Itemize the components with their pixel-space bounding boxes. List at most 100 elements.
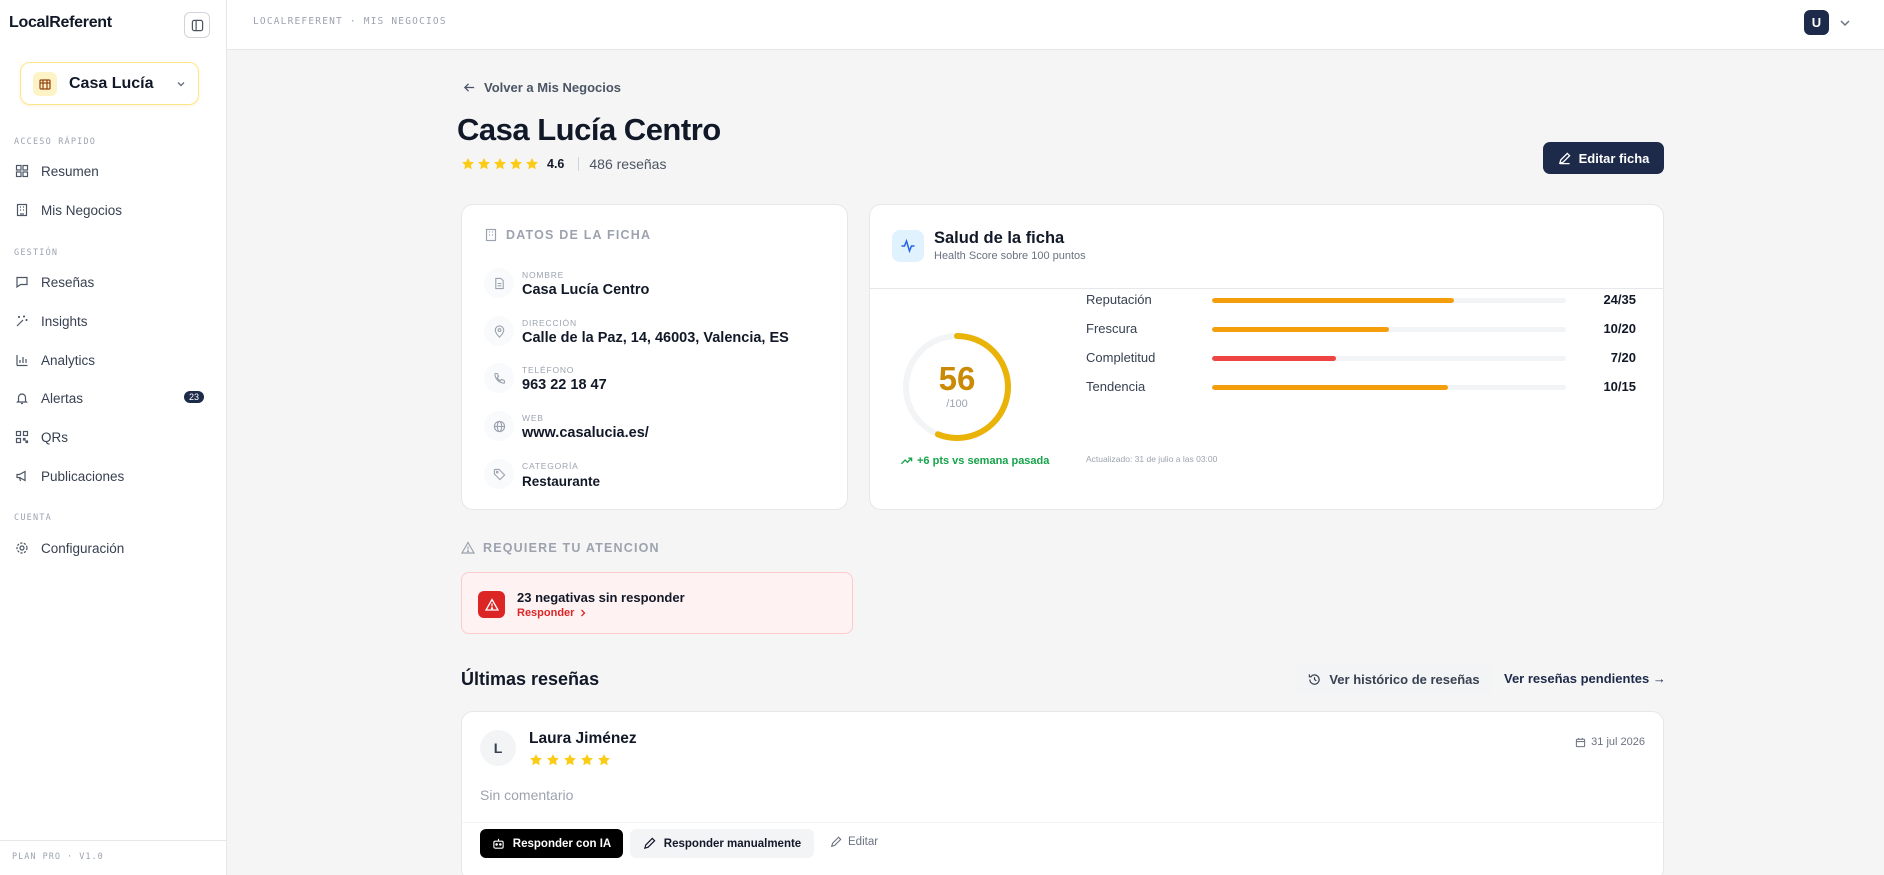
respond-with-ai-label: Responder con IA bbox=[512, 837, 612, 850]
app-logo[interactable]: LocalReferent bbox=[9, 14, 112, 31]
alert-respond-link[interactable]: Responder bbox=[517, 607, 587, 619]
field-value: Restaurante bbox=[522, 474, 601, 489]
section-label-gestion: GESTIÓN bbox=[14, 248, 59, 258]
star-icon bbox=[563, 753, 577, 767]
business-selector[interactable]: Casa Lucía bbox=[20, 62, 199, 105]
chevron-down-icon bbox=[177, 81, 185, 86]
plan-label: PLAN PRO · V1.0 bbox=[12, 852, 104, 862]
gauge-arc bbox=[903, 333, 1011, 441]
review-comment: Sin comentario bbox=[480, 787, 574, 803]
globe-icon bbox=[484, 411, 514, 441]
metric-bar-fill bbox=[1212, 327, 1389, 332]
back-link[interactable]: Volver a Mis Negocios bbox=[463, 80, 621, 95]
calendar-icon bbox=[1576, 737, 1586, 747]
metric-reputacion: Reputación 24/35 bbox=[1086, 292, 1636, 308]
warning-icon bbox=[478, 591, 505, 618]
chevron-down-icon[interactable] bbox=[1838, 16, 1852, 30]
reviewer-name: Laura Jiménez bbox=[529, 730, 637, 747]
map-pin-icon bbox=[484, 316, 514, 346]
bell-icon bbox=[14, 390, 30, 406]
pending-reviews-link[interactable]: Ver reseñas pendientes → bbox=[1504, 671, 1666, 686]
reviews-count: 486 reseñas bbox=[589, 156, 667, 172]
building-icon bbox=[485, 228, 497, 242]
health-score-gauge bbox=[903, 333, 1011, 441]
health-trend-label: +6 pts vs semana pasada bbox=[917, 454, 1050, 467]
attention-heading: REQUIERE TU ATENCION bbox=[461, 541, 660, 555]
health-score-max: /100 bbox=[946, 398, 968, 410]
negative-reviews-alert[interactable]: 23 negativas sin responder Responder bbox=[461, 572, 853, 634]
activity-icon bbox=[892, 229, 924, 262]
star-icon bbox=[477, 157, 491, 171]
pencil-icon bbox=[830, 836, 842, 848]
sidebar-item-resenas[interactable]: Reseñas bbox=[14, 270, 214, 294]
sidebar-item-resumen[interactable]: Resumen bbox=[14, 159, 214, 183]
metric-bar bbox=[1212, 327, 1566, 332]
divider bbox=[578, 157, 580, 171]
review-card: L Laura Jiménez 31 jul 2026 Sin comentar… bbox=[461, 711, 1664, 875]
reviews-history-button[interactable]: Ver histórico de reseñas bbox=[1295, 664, 1493, 694]
metric-tendencia: Tendencia 10/15 bbox=[1086, 379, 1636, 395]
health-trend: +6 pts vs semana pasada bbox=[900, 454, 1049, 467]
rating-stars bbox=[461, 157, 539, 171]
qr-icon bbox=[14, 429, 30, 445]
sidebar-item-mis-negocios[interactable]: Mis Negocios bbox=[14, 198, 214, 222]
grid-icon bbox=[14, 163, 30, 179]
bar-chart-icon bbox=[14, 352, 30, 368]
phone-icon bbox=[484, 363, 514, 393]
health-updated-time: Actualizado: 31 de julio a las 03:00 bbox=[1086, 454, 1218, 464]
sidebar-item-publicaciones[interactable]: Publicaciones bbox=[14, 464, 214, 488]
respond-with-ai-button[interactable]: Responder con IA bbox=[480, 829, 623, 858]
collapse-sidebar-button[interactable] bbox=[184, 12, 210, 38]
document-icon bbox=[484, 268, 514, 298]
pencil-icon bbox=[1558, 151, 1571, 164]
star-icon bbox=[597, 753, 611, 767]
sidebar-item-analytics[interactable]: Analytics bbox=[14, 348, 214, 372]
field-label: WEB bbox=[522, 413, 544, 423]
sidebar-item-alertas[interactable]: Alertas 23 bbox=[14, 386, 214, 410]
robot-icon bbox=[493, 838, 504, 849]
megaphone-icon bbox=[14, 468, 30, 484]
sparkles-icon bbox=[14, 313, 30, 329]
edit-listing-label: Editar ficha bbox=[1578, 150, 1650, 166]
alerts-count-badge: 23 bbox=[183, 391, 204, 403]
back-link-label: Volver a Mis Negocios bbox=[484, 80, 622, 95]
field-label: CATEGORÍA bbox=[522, 461, 579, 471]
rating-value: 4.6 bbox=[547, 157, 565, 171]
health-header: Salud de la ficha Health Score sobre 100… bbox=[892, 229, 1086, 262]
field-value: 963 22 18 47 bbox=[522, 377, 607, 393]
metric-label: Tendencia bbox=[1086, 379, 1146, 394]
store-icon bbox=[33, 71, 57, 96]
edit-response-label: Editar bbox=[848, 836, 879, 848]
field-direccion: DIRECCIÓN Calle de la Paz, 14, 46003, Val… bbox=[484, 316, 789, 346]
trending-up-icon bbox=[900, 457, 913, 465]
metric-bar-fill bbox=[1212, 298, 1455, 303]
edit-response-button[interactable]: Editar bbox=[830, 836, 878, 848]
star-icon bbox=[509, 157, 523, 171]
sidebar-toggle-icon bbox=[191, 19, 203, 31]
star-icon bbox=[461, 157, 475, 171]
reviews-section-title: Últimas reseñas bbox=[461, 669, 600, 689]
topbar: LOCALREFERENT · MIS NEGOCIOS U bbox=[227, 0, 1884, 50]
history-icon bbox=[1309, 673, 1321, 685]
field-nombre: NOMBRE Casa Lucía Centro bbox=[484, 268, 649, 298]
metric-bar-fill bbox=[1212, 385, 1449, 390]
sidebar-item-insights[interactable]: Insights bbox=[14, 309, 214, 333]
metric-label: Frescura bbox=[1086, 321, 1138, 336]
health-title: Salud de la ficha bbox=[934, 229, 1065, 247]
respond-manually-button[interactable]: Responder manualmente bbox=[630, 829, 814, 858]
gear-icon bbox=[14, 540, 30, 556]
field-categoria: CATEGORÍA Restaurante bbox=[484, 459, 601, 489]
sidebar-item-configuracion[interactable]: Configuración bbox=[14, 536, 214, 560]
review-date-label: 31 jul 2026 bbox=[1591, 736, 1645, 748]
attention-heading-label: REQUIERE TU ATENCION bbox=[483, 541, 660, 555]
listing-data-card: DATOS DE LA FICHA NOMBRE Casa Lucía Centr… bbox=[461, 204, 848, 510]
review-stars bbox=[529, 753, 611, 767]
field-value[interactable]: www.casalucia.es/ bbox=[522, 425, 649, 441]
section-label-cuenta: CUENTA bbox=[14, 513, 52, 523]
sidebar-item-qrs[interactable]: QRs bbox=[14, 425, 214, 449]
user-avatar[interactable]: U bbox=[1804, 10, 1829, 35]
edit-listing-button[interactable]: Editar ficha bbox=[1543, 142, 1664, 174]
health-subtitle: Health Score sobre 100 puntos bbox=[934, 250, 1086, 262]
health-score-card: Salud de la ficha Health Score sobre 100… bbox=[869, 204, 1664, 510]
sidebar-item-label: QRs bbox=[41, 429, 68, 445]
